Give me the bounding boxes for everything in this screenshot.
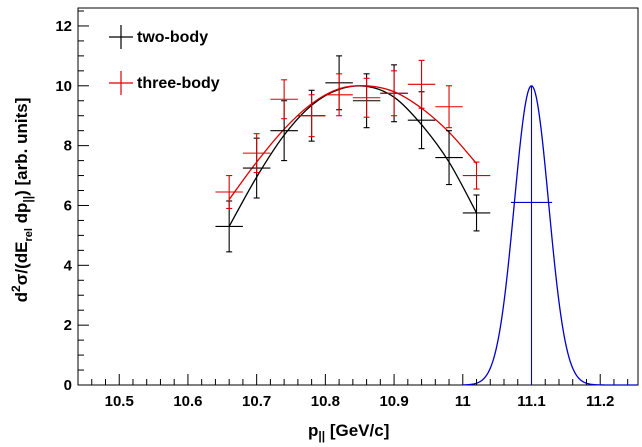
data-point-two-body [462,194,491,232]
legend-entry-three-body: three-body [109,71,220,95]
legend-entry-two-body: two-body [109,25,208,49]
y-tick-label: 8 [64,138,72,155]
y-tick-label: 4 [64,257,73,274]
fit-curve-three-body [228,84,478,200]
x-tick-label: 10.9 [379,393,408,410]
x-tick-label: 11.2 [586,393,614,410]
data-points [215,55,491,253]
y-axis-title: d2σ/(dErel dp||) [arb. units] [9,98,35,303]
data-point-three-body [215,175,243,210]
data-point-three-body [380,70,408,117]
x-tick-label: 10.8 [311,393,340,410]
legend-label-two-body: two-body [137,29,208,46]
y-tick-label: 10 [55,78,72,95]
fit-curves [228,84,478,227]
data-point-three-body [297,94,326,138]
resolution-peak [462,85,638,386]
x-tick-label: 10.7 [242,393,271,410]
x-tick-label: 10.6 [173,393,202,410]
data-point-three-body [270,79,298,120]
data-point-three-body [325,73,353,117]
data-point-three-body [407,59,436,109]
y-tick-label: 2 [64,317,72,334]
y-tick-label: 6 [64,197,72,214]
x-axis-title: p|| [GeV/c] [308,421,389,443]
y-axis-ticks: 0 2 4 6 8 10 12 [55,10,89,394]
data-point-three-body [462,161,491,190]
x-tick-label: 11 [455,393,471,410]
x-axis-ticks: 10.5 10.6 10.7 10.8 10.9 11 11.1 11.2 [77,374,629,410]
data-point-three-body [435,85,463,129]
legend-label-three-body: three-body [137,75,220,92]
plot-frame [77,7,639,386]
y-tick-label: 0 [64,377,72,394]
legend: two-body three-body [109,25,220,95]
data-point-two-body [435,130,463,186]
data-point-three-body [352,77,381,118]
data-point-three-body [242,133,271,174]
x-tick-label: 10.5 [105,393,134,410]
x-tick-label: 11.1 [517,393,545,410]
y-tick-label: 12 [55,18,72,35]
resolution-gaussian-curve [462,85,638,386]
